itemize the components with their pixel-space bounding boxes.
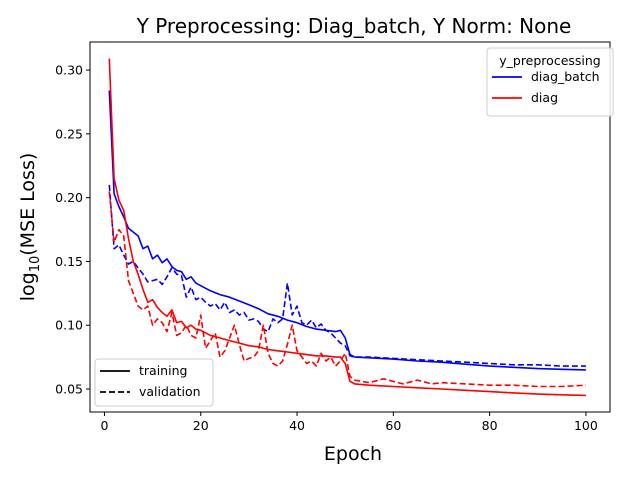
x-tick-label: 40 [289, 418, 305, 433]
x-tick-label: 100 [574, 418, 598, 433]
y-tick-label: 0.15 [55, 254, 83, 269]
y-tick-label: 0.10 [55, 318, 83, 333]
legend-label-training: training [139, 363, 187, 378]
legend-label-diag-batch: diag_batch [531, 69, 600, 84]
y-tick-label: 0.20 [55, 190, 83, 205]
series-line-diag-validation [108, 191, 586, 388]
x-tick-label: 80 [482, 418, 498, 433]
y-tick-label: 0.25 [55, 126, 83, 141]
axes-layer: 0 20 40 60 80 100 0.05 0.10 0.15 0.20 0.25 0.30 [55, 41, 611, 433]
legend-label-diag: diag [531, 90, 558, 105]
legend-title: y_preprocessing [499, 53, 601, 68]
plot-frame [89, 41, 611, 413]
series-line-diag-batch-validation [108, 184, 586, 367]
y-axis-label: log10(MSE Loss) [17, 153, 43, 302]
y-tick-label: 0.30 [55, 63, 83, 78]
series-line-diag-training [108, 58, 586, 397]
series-line-diag-batch-training [108, 90, 586, 371]
y-axis-label-text: log10(MSE Loss) [17, 153, 43, 302]
x-tick-label: 0 [100, 418, 108, 433]
legend-box [486, 47, 614, 117]
series-layer [108, 58, 586, 397]
chart-title: Y Preprocessing: Diag_batch, Y Norm: Non… [136, 14, 572, 38]
x-tick-label: 20 [193, 418, 209, 433]
x-axis-label: Epoch [324, 443, 382, 465]
legend-label-validation: validation [139, 384, 201, 399]
legend-linestyle: training validation [94, 358, 214, 407]
y-tick-label: 0.05 [55, 382, 83, 397]
x-tick-label: 60 [385, 418, 401, 433]
